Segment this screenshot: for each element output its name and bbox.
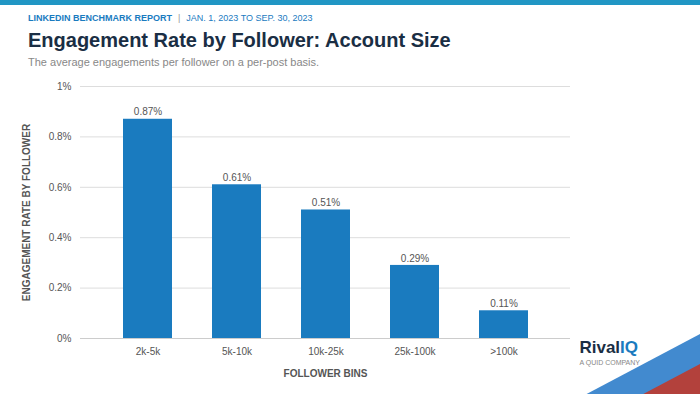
svg-text:0.87%: 0.87% [134, 106, 162, 117]
svg-text:0.2%: 0.2% [49, 282, 72, 293]
svg-text:FOLLOWER BINS: FOLLOWER BINS [284, 368, 368, 379]
svg-text:5k-10k: 5k-10k [222, 346, 253, 357]
svg-text:25k-100k: 25k-100k [394, 346, 436, 357]
html-text:A QUID COMPANY: A QUID COMPANY [579, 359, 640, 366]
svg-text:0.51%: 0.51% [312, 197, 340, 208]
svg-text:ENGAGEMENT RATE BY FOLLOWER: ENGAGEMENT RATE BY FOLLOWER [21, 123, 32, 301]
svg-text:0.29%: 0.29% [401, 253, 429, 264]
svg-text:10k-25k: 10k-25k [308, 346, 345, 357]
svg-text:>100k: >100k [490, 346, 519, 357]
svg-text:2k-5k: 2k-5k [136, 346, 161, 357]
svg-text:0.11%: 0.11% [490, 298, 518, 309]
html-text:Rival IQ: Rival IQ [579, 338, 638, 357]
html-text:LINKEDIN BENCHMARK REPORT: LINKEDIN BENCHMARK REPORT [28, 13, 172, 23]
svg-text:0.4%: 0.4% [49, 232, 72, 243]
html-text:The average engagements per fo: The average engagements per follower on … [28, 56, 320, 68]
svg-text:0%: 0% [57, 333, 72, 344]
svg-text:0.8%: 0.8% [49, 131, 72, 142]
html-text:Engagement Rate by Follower: A: Engagement Rate by Follower: Account Siz… [28, 29, 451, 51]
html-text:JAN. 1, 2023 TO SEP. 30, 2023: JAN. 1, 2023 TO SEP. 30, 2023 [186, 13, 313, 23]
svg-text:0.61%: 0.61% [223, 172, 251, 183]
svg-text:1%: 1% [57, 81, 72, 92]
svg-text:0.6%: 0.6% [49, 182, 72, 193]
